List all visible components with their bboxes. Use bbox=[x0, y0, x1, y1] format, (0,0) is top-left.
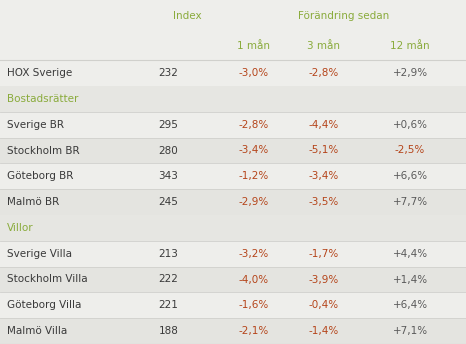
Bar bbox=[0, 318, 466, 344]
Text: -5,1%: -5,1% bbox=[309, 146, 339, 155]
Text: -2,9%: -2,9% bbox=[239, 197, 269, 207]
Text: -2,8%: -2,8% bbox=[239, 120, 269, 130]
Bar bbox=[0, 189, 466, 215]
Text: -2,8%: -2,8% bbox=[309, 68, 339, 78]
Bar bbox=[0, 112, 466, 138]
Bar bbox=[0, 0, 466, 33]
Text: Göteborg Villa: Göteborg Villa bbox=[7, 300, 82, 310]
Bar bbox=[0, 267, 466, 292]
Text: -2,1%: -2,1% bbox=[239, 326, 269, 336]
Text: Villor: Villor bbox=[7, 223, 34, 233]
Text: -1,4%: -1,4% bbox=[309, 326, 339, 336]
Text: -2,5%: -2,5% bbox=[395, 146, 425, 155]
Text: -3,4%: -3,4% bbox=[239, 146, 269, 155]
Text: -3,4%: -3,4% bbox=[309, 171, 339, 181]
Text: Stockholm Villa: Stockholm Villa bbox=[7, 275, 88, 284]
Text: Förändring sedan: Förändring sedan bbox=[298, 11, 389, 21]
Text: -0,4%: -0,4% bbox=[309, 300, 339, 310]
Text: Sverige Villa: Sverige Villa bbox=[7, 249, 72, 259]
Text: Malmö BR: Malmö BR bbox=[7, 197, 59, 207]
Text: +6,4%: +6,4% bbox=[392, 300, 428, 310]
Text: +2,9%: +2,9% bbox=[392, 68, 428, 78]
Text: Index: Index bbox=[173, 11, 202, 21]
Text: Göteborg BR: Göteborg BR bbox=[7, 171, 73, 181]
Bar bbox=[0, 163, 466, 189]
Text: 221: 221 bbox=[158, 300, 178, 310]
Text: 12 mån: 12 mån bbox=[390, 41, 430, 52]
Text: 222: 222 bbox=[158, 275, 178, 284]
Text: -4,0%: -4,0% bbox=[239, 275, 269, 284]
Text: Malmö Villa: Malmö Villa bbox=[7, 326, 67, 336]
Text: 343: 343 bbox=[158, 171, 178, 181]
Bar bbox=[0, 86, 466, 112]
Text: +4,4%: +4,4% bbox=[392, 249, 428, 259]
Text: HOX Sverige: HOX Sverige bbox=[7, 68, 72, 78]
Text: 213: 213 bbox=[158, 249, 178, 259]
Text: -3,5%: -3,5% bbox=[309, 197, 339, 207]
Bar bbox=[0, 292, 466, 318]
Text: 280: 280 bbox=[158, 146, 178, 155]
Text: -1,6%: -1,6% bbox=[239, 300, 269, 310]
Text: 188: 188 bbox=[158, 326, 178, 336]
Text: Stockholm BR: Stockholm BR bbox=[7, 146, 80, 155]
Text: -1,7%: -1,7% bbox=[309, 249, 339, 259]
Text: -3,0%: -3,0% bbox=[239, 68, 269, 78]
Bar bbox=[0, 33, 466, 60]
Text: -4,4%: -4,4% bbox=[309, 120, 339, 130]
Bar bbox=[0, 215, 466, 241]
Text: 245: 245 bbox=[158, 197, 178, 207]
Bar bbox=[0, 60, 466, 86]
Text: +6,6%: +6,6% bbox=[392, 171, 428, 181]
Text: 1 mån: 1 mån bbox=[238, 41, 270, 52]
Text: -1,2%: -1,2% bbox=[239, 171, 269, 181]
Text: +0,6%: +0,6% bbox=[392, 120, 428, 130]
Text: -3,9%: -3,9% bbox=[309, 275, 339, 284]
Text: 232: 232 bbox=[158, 68, 178, 78]
Bar bbox=[0, 241, 466, 267]
Text: 295: 295 bbox=[158, 120, 178, 130]
Bar bbox=[0, 138, 466, 163]
Text: 3 mån: 3 mån bbox=[308, 41, 340, 52]
Text: +7,7%: +7,7% bbox=[392, 197, 428, 207]
Text: Bostadsrätter: Bostadsrätter bbox=[7, 94, 78, 104]
Text: +1,4%: +1,4% bbox=[392, 275, 428, 284]
Text: +7,1%: +7,1% bbox=[392, 326, 428, 336]
Text: Sverige BR: Sverige BR bbox=[7, 120, 64, 130]
Text: -3,2%: -3,2% bbox=[239, 249, 269, 259]
